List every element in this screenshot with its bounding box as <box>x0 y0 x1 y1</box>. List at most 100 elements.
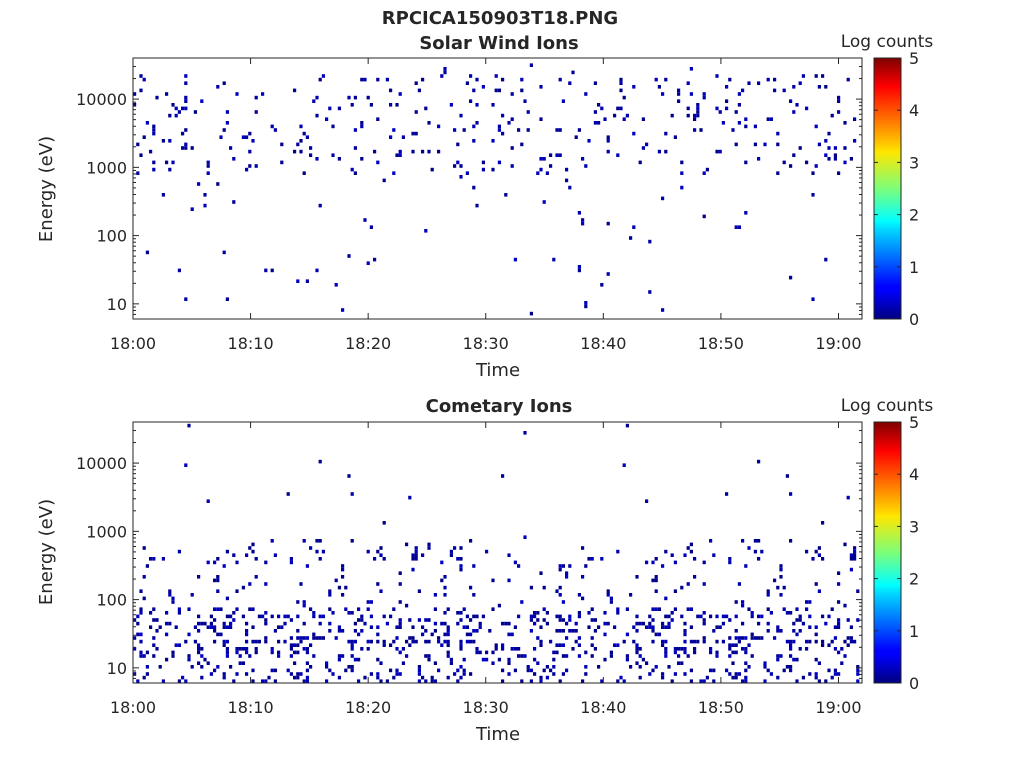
heatmap-cell <box>225 549 229 554</box>
heatmap-cell <box>846 77 850 82</box>
heatmap-cell <box>366 639 370 644</box>
heatmap-cell <box>529 585 533 590</box>
heatmap-cell <box>789 164 793 168</box>
heatmap-cell <box>363 77 367 82</box>
heatmap-cell <box>581 679 585 683</box>
heatmap-cell <box>622 679 626 683</box>
heatmap-cell <box>587 557 591 561</box>
heatmap-cell <box>555 128 559 132</box>
heatmap-cell <box>517 614 521 619</box>
x-tick-label: 19:00 <box>815 698 861 717</box>
heatmap-cell <box>664 77 668 82</box>
heatmap-cell <box>472 629 476 633</box>
heatmap-cell <box>590 618 594 622</box>
heatmap-cell <box>853 546 857 550</box>
heatmap-cell <box>149 611 153 615</box>
heatmap-cell <box>414 549 418 554</box>
heatmap-cell <box>481 614 485 619</box>
heatmap-cell <box>590 643 594 647</box>
heatmap-cell <box>334 283 338 287</box>
heatmap-cell <box>785 611 789 615</box>
heatmap-cell <box>459 564 463 568</box>
heatmap-cell <box>273 553 277 557</box>
heatmap-cell <box>846 636 850 640</box>
heatmap-cells <box>133 63 857 316</box>
heatmap-cell <box>651 625 655 629</box>
heatmap-cell <box>245 135 249 139</box>
heatmap-cell <box>270 650 274 655</box>
heatmap-cell <box>741 636 745 640</box>
heatmap-cell <box>577 611 581 615</box>
heatmap-cell <box>469 539 473 543</box>
heatmap-cell <box>837 650 841 655</box>
heatmap-cell <box>200 675 204 680</box>
heatmap-cell <box>520 77 524 82</box>
heatmap-cell <box>456 668 460 673</box>
heatmap-cell <box>728 618 732 622</box>
colorbar-tick-label: 1 <box>909 258 919 277</box>
heatmap-cell <box>405 639 409 644</box>
heatmap-cell <box>427 546 431 550</box>
heatmap-cell <box>837 571 841 575</box>
heatmap-cell <box>638 665 642 669</box>
heatmap-cell <box>683 621 687 626</box>
heatmap-cell <box>523 431 527 435</box>
heatmap-cell <box>693 647 697 651</box>
heatmap-cell <box>529 614 533 619</box>
heatmap-cell <box>529 668 533 673</box>
heatmap-cell <box>520 600 524 604</box>
heatmap-cell <box>558 629 562 633</box>
heatmap-cell <box>453 128 457 132</box>
heatmap-cell <box>613 643 617 647</box>
heatmap-cell <box>427 657 431 662</box>
heatmap-cell <box>203 621 207 626</box>
heatmap-cell <box>517 654 521 658</box>
heatmap-cell <box>693 639 697 644</box>
heatmap-cell <box>686 113 690 118</box>
heatmap-cell <box>152 618 156 622</box>
heatmap-cell <box>814 124 818 129</box>
heatmap-cell <box>232 553 236 557</box>
heatmap-cell <box>197 650 201 655</box>
heatmap-cell <box>421 77 425 82</box>
colorbar-tick-label: 0 <box>909 310 919 329</box>
heatmap-cell <box>209 625 213 629</box>
heatmap-cell <box>817 85 821 89</box>
heatmap-cell <box>158 665 162 669</box>
heatmap-cell <box>507 121 511 125</box>
heatmap-cell <box>421 553 425 557</box>
heatmap-cell <box>846 643 850 647</box>
heatmap-cell <box>837 95 841 100</box>
heatmap-cell <box>590 607 594 611</box>
heatmap-cell <box>465 81 469 85</box>
heatmap-cell <box>443 593 447 597</box>
heatmap-cell <box>577 268 581 273</box>
heatmap-cell <box>168 589 172 593</box>
heatmap-cell <box>293 149 297 154</box>
heatmap-cell <box>837 110 841 114</box>
heatmap-cell <box>741 600 745 604</box>
heatmap-cell <box>200 665 204 669</box>
heatmap-cell <box>523 535 527 539</box>
heatmap-cell <box>488 629 492 633</box>
heatmap-cell <box>734 675 738 680</box>
heatmap-cell <box>286 668 290 673</box>
heatmap-cell <box>542 157 546 161</box>
heatmap-cell <box>517 128 521 132</box>
heatmap-cell <box>622 463 626 467</box>
heatmap-cell <box>555 650 559 655</box>
heatmap-cell <box>472 88 476 93</box>
heatmap-cell <box>821 614 825 619</box>
heatmap-cell <box>811 557 815 561</box>
heatmap-cell <box>389 135 393 139</box>
heatmap-cell <box>177 268 181 273</box>
heatmap-cell <box>561 564 565 568</box>
heatmap-cell <box>433 661 437 665</box>
heatmap-cell <box>837 672 841 676</box>
heatmap-cell <box>702 621 706 626</box>
heatmap-cell <box>837 625 841 629</box>
heatmap-cell <box>382 643 386 647</box>
heatmap-cell <box>830 639 834 644</box>
heatmap-cell <box>555 643 559 647</box>
heatmap-cell <box>763 661 767 665</box>
